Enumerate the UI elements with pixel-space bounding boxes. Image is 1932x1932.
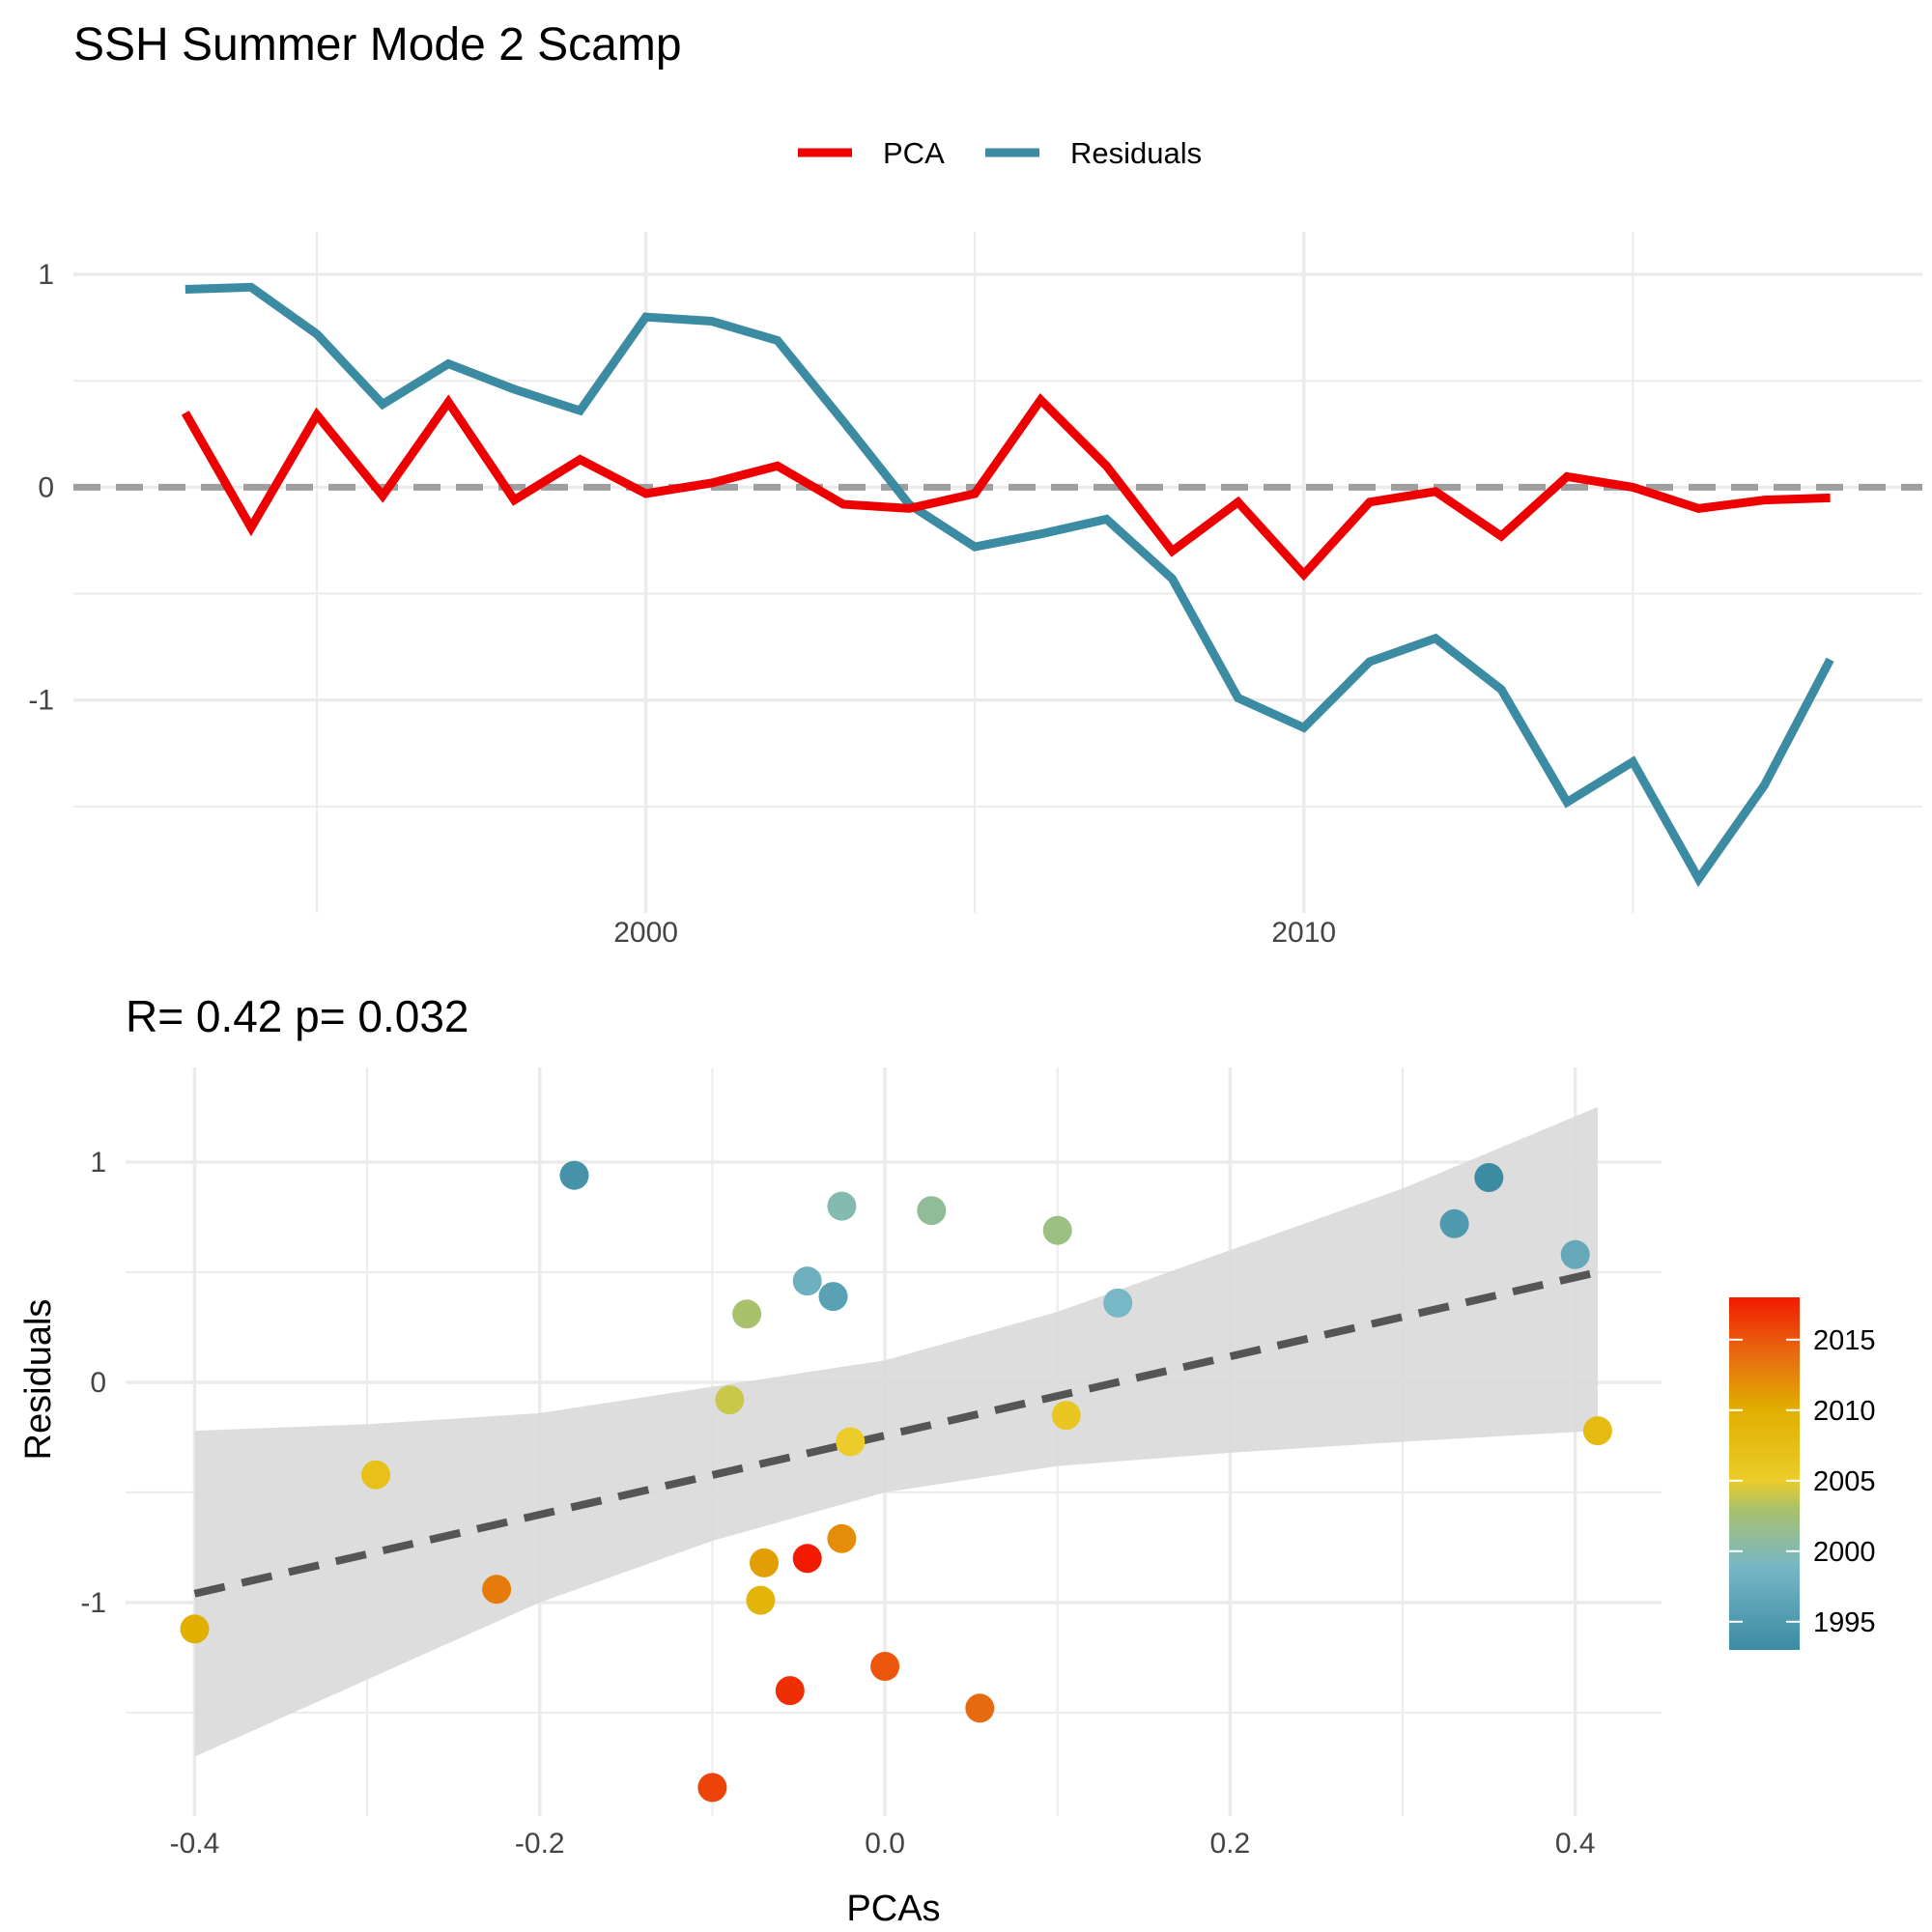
scatter-point <box>792 1266 822 1296</box>
scatter-point <box>732 1299 762 1329</box>
scatter-point <box>746 1585 776 1615</box>
scatter-x-tick-label: 0.4 <box>1555 1828 1596 1860</box>
scatter-point <box>836 1427 866 1457</box>
colorbar-gradient <box>1729 1297 1800 1650</box>
scatter-y-tick-label: -1 <box>80 1587 106 1619</box>
ts-y-tick-labels: -1 0 1 <box>28 259 54 717</box>
scatter-point <box>715 1385 745 1415</box>
scatter-y-axis-label: Residuals <box>18 1299 59 1461</box>
scatter-point <box>1051 1401 1081 1431</box>
scatter-y-tick-label: 0 <box>90 1367 106 1399</box>
scatter-y-tick-label: 1 <box>90 1147 106 1179</box>
scatter-point <box>1439 1208 1469 1238</box>
scatter-x-tick-labels: -0.4 -0.2 0.0 0.2 0.4 <box>170 1828 1596 1860</box>
scatter-y-tick-labels: -1 0 1 <box>80 1147 106 1619</box>
scatter-point <box>361 1460 390 1490</box>
colorbar-tick-label: 2015 <box>1813 1325 1876 1356</box>
scatter-point <box>1560 1239 1590 1269</box>
scatter-panel: R= 0.42 p= 0.032 -101 -0.4 -0.2 0.0 0.2 0.4 … <box>18 991 1876 1929</box>
scatter-x-axis-label: PCAs <box>846 1889 940 1929</box>
scatter-points <box>180 1160 1612 1803</box>
ts-x-tick-label: 2000 <box>613 917 678 949</box>
colorbar-tick-label: 2000 <box>1813 1537 1876 1568</box>
scatter-point <box>1103 1288 1133 1318</box>
legend-label-residuals: Residuals <box>1070 136 1202 170</box>
ts-gridlines <box>73 232 1922 913</box>
colorbar-tick-label: 2005 <box>1813 1466 1876 1497</box>
scatter-point <box>1582 1416 1612 1446</box>
ts-y-tick-label: -1 <box>28 685 54 717</box>
scatter-x-tick-label: 0.0 <box>865 1828 905 1860</box>
scatter-subtitle: R= 0.42 p= 0.032 <box>126 991 469 1041</box>
scatter-point <box>917 1196 947 1226</box>
scatter-point <box>1474 1163 1504 1192</box>
scatter-point <box>697 1773 727 1803</box>
confidence-band <box>194 1107 1598 1757</box>
scatter-x-tick-label: 0.2 <box>1210 1828 1251 1860</box>
ts-x-tick-labels: 2000 2010 <box>613 917 1336 949</box>
scatter-point <box>827 1523 857 1553</box>
legend-label-pca: PCA <box>883 136 945 170</box>
timeseries-panel: PCA Residuals -1 0 1 2000 2010 <box>28 136 1922 949</box>
colorbar-tick-label: 1995 <box>1813 1607 1876 1638</box>
figure-title: SSH Summer Mode 2 Scamp <box>73 19 682 71</box>
year-colorbar: 1995 2000 2005 2010 2015 <box>1729 1297 1876 1650</box>
ts-legend: PCA Residuals <box>798 136 1202 170</box>
series-line-pca <box>181 393 1831 582</box>
scatter-point <box>180 1614 210 1644</box>
colorbar-ticks: 1995 2000 2005 2010 2015 <box>1729 1325 1876 1638</box>
scatter-x-tick-label: -0.4 <box>170 1828 220 1860</box>
scatter-point <box>827 1191 857 1221</box>
ts-y-tick-label: 0 <box>38 471 54 503</box>
scatter-point <box>559 1160 589 1190</box>
ts-y-tick-label: 1 <box>38 259 54 291</box>
series-line-residuals <box>185 282 1834 888</box>
scatter-x-tick-label: -0.2 <box>515 1828 565 1860</box>
scatter-point <box>1042 1215 1072 1245</box>
colorbar-tick-label: 2010 <box>1813 1396 1876 1427</box>
ts-series-lines <box>181 282 1834 888</box>
scatter-point <box>750 1548 779 1577</box>
scatter-point <box>870 1652 900 1681</box>
scatter-point <box>792 1544 822 1574</box>
scatter-point <box>818 1282 848 1312</box>
ts-x-tick-label: 2010 <box>1271 917 1336 949</box>
scatter-point <box>775 1676 805 1706</box>
scatter-point <box>965 1693 995 1723</box>
scatter-point <box>482 1575 512 1605</box>
